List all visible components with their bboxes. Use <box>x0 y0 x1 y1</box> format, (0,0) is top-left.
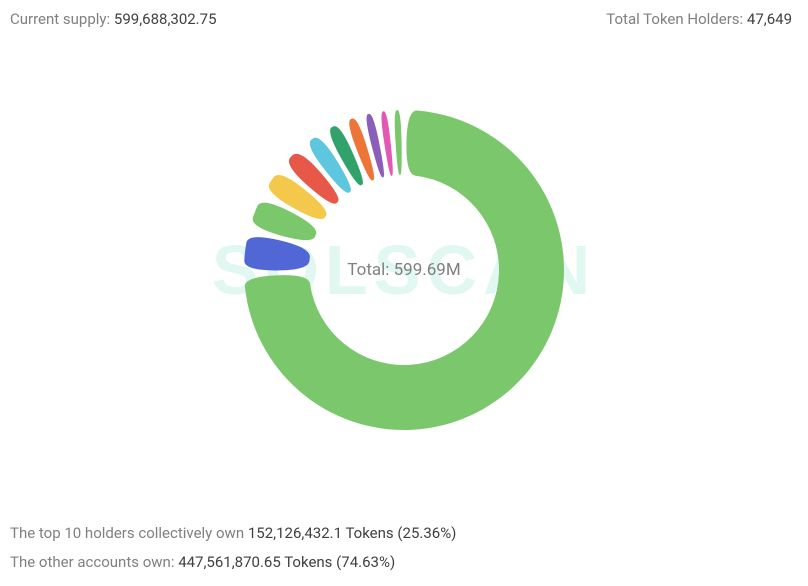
total-holders: Total Token Holders: 47,649 <box>606 10 792 28</box>
chart-area: SOLSCAN Total: 599.69M <box>0 60 808 480</box>
holders-label: Total Token Holders: <box>606 10 743 28</box>
current-supply: Current supply: 599,688,302.75 <box>10 10 217 28</box>
others-line: The other accounts own: 447,561,870.65 T… <box>10 548 456 577</box>
footer-stats: The top 10 holders collectively own 152,… <box>10 519 456 576</box>
top10-value: 152,126,432.1 Tokens (25.36%) <box>248 524 457 542</box>
top10-line: The top 10 holders collectively own 152,… <box>10 519 456 548</box>
header-stats: Current supply: 599,688,302.75 Total Tok… <box>0 0 808 28</box>
others-label: The other accounts own: <box>10 553 174 571</box>
donut-chart <box>234 100 574 440</box>
others-value: 447,561,870.65 Tokens (74.63%) <box>178 553 395 571</box>
supply-value: 599,688,302.75 <box>114 10 217 28</box>
donut-slice <box>395 110 402 175</box>
supply-label: Current supply: <box>10 10 110 28</box>
donut-slice <box>244 237 310 270</box>
top10-label: The top 10 holders collectively own <box>10 524 244 542</box>
holders-value: 47,649 <box>747 10 792 28</box>
